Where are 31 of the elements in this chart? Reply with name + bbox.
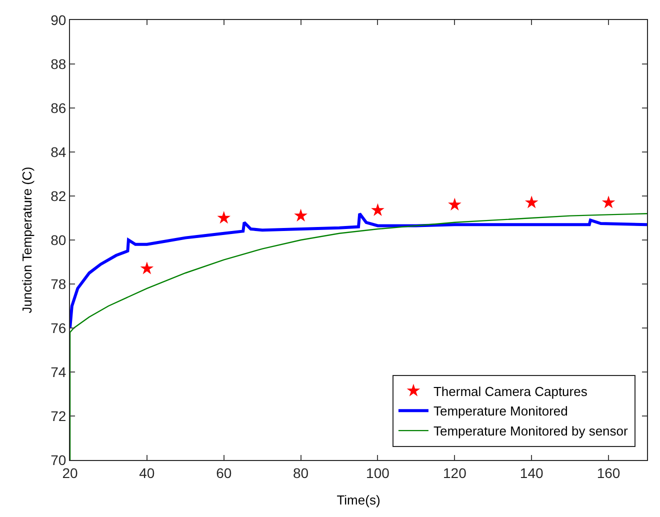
legend-label: Temperature Monitored	[433, 404, 568, 419]
y-tick-label: 88	[50, 56, 66, 72]
x-tick-label: 40	[139, 464, 155, 481]
x-tick-label: 160	[596, 464, 620, 481]
y-tick-label: 90	[50, 12, 66, 28]
y-tick-label: 74	[50, 364, 66, 380]
legend-label: Temperature Monitored by sensor	[433, 424, 628, 439]
y-tick-label: 84	[50, 144, 66, 160]
line-series	[70, 213, 647, 460]
y-tick-label: 76	[50, 320, 66, 336]
point	[217, 211, 231, 224]
y-tick-label: 82	[50, 188, 66, 204]
point	[524, 196, 538, 208]
y-tick-label: 80	[50, 232, 66, 248]
x-tick-label: 140	[520, 464, 544, 481]
point	[448, 198, 462, 210]
point	[602, 196, 616, 208]
point	[140, 262, 154, 274]
point	[294, 208, 308, 222]
x-tick-label: 120	[442, 464, 467, 481]
y-tick-label: 78	[50, 276, 66, 292]
x-tick-label: 100	[366, 464, 390, 481]
y-tick-label: 72	[50, 408, 66, 424]
x-tick-label: 80	[293, 464, 309, 481]
x-axis-title: Time(s)	[336, 492, 380, 508]
line-series	[70, 212, 647, 330]
x-tick-label: 60	[216, 464, 232, 481]
y-axis-title: Junction Temperature (C)	[20, 166, 35, 314]
y-tick-label: 86	[50, 100, 66, 116]
legend-label: Thermal Camera Captures	[433, 384, 588, 399]
point	[371, 203, 384, 216]
